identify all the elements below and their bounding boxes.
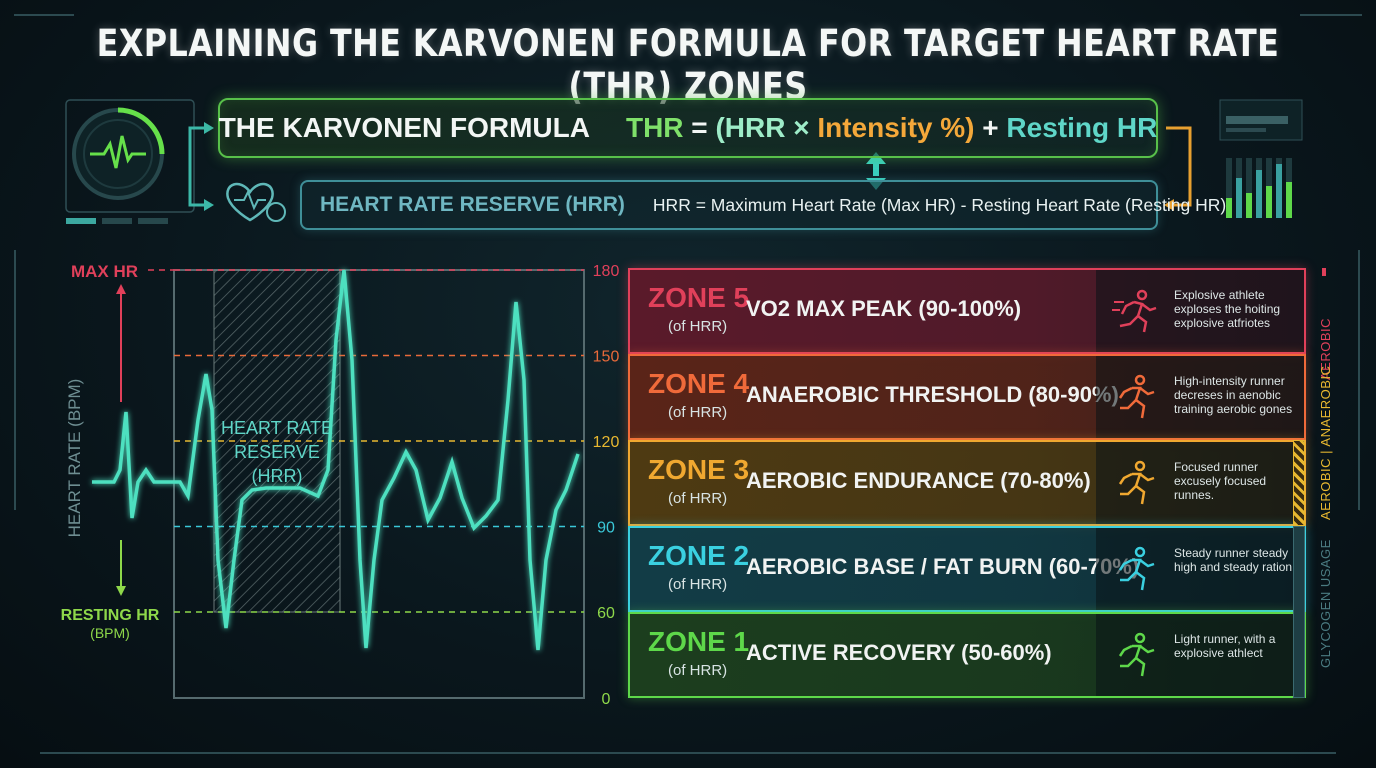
zone-description: Focused runner excusely focused runnes. bbox=[1174, 460, 1267, 502]
frame-line-left bbox=[14, 250, 16, 510]
y-tick-120: 120 bbox=[593, 434, 620, 451]
formula-equals: = bbox=[691, 112, 708, 143]
zone-description: Explosive athlete exploses the hoiting e… bbox=[1174, 288, 1281, 330]
formula-name: THE KARVONEN FORMULA bbox=[218, 112, 590, 143]
aerobic-anaerobic-label: AEROBIC | ANAEROBIC bbox=[1318, 365, 1333, 520]
y-axis-label: HEART RATE (BPM) bbox=[65, 379, 84, 538]
zone-2-row: ZONE 2 (of HRR) AEROBIC BASE / FAT BURN … bbox=[628, 526, 1306, 612]
zone-name: ZONE 4 bbox=[648, 368, 750, 399]
formula-expression: THR = (HRR × Intensity %) + Resting HR bbox=[626, 112, 1157, 144]
runner-icon bbox=[1118, 632, 1155, 677]
zone-icon-panel: High-intensity runner decreses in aenobi… bbox=[1096, 356, 1304, 438]
page-title: EXPLAINING THE KARVONEN FORMULA FOR TARG… bbox=[96, 22, 1280, 108]
max-hr-label: MAX HR bbox=[71, 262, 138, 281]
hrr-label: HEART RATE RESERVE (HRR) bbox=[320, 193, 625, 216]
zone-icon-panel: Steady runner steady high and steady rat… bbox=[1096, 528, 1304, 610]
zone-name: ZONE 5 bbox=[648, 282, 750, 313]
zone-sub: (of HRR) bbox=[668, 662, 728, 679]
resting-hr-unit: (BPM) bbox=[90, 625, 130, 641]
heart-brain-icon bbox=[226, 182, 286, 222]
zone-icon-panel: Explosive athlete exploses the hoiting e… bbox=[1096, 270, 1304, 352]
y-tick-150: 150 bbox=[593, 349, 620, 366]
frame-line-bottom bbox=[40, 752, 1336, 754]
zone-sub: (of HRR) bbox=[668, 576, 728, 593]
zone-name: ZONE 3 bbox=[648, 454, 750, 485]
zone-title: VO2 MAX PEAK (90-100%) bbox=[746, 296, 1022, 321]
zone-sub: (of HRR) bbox=[668, 318, 728, 335]
zone-title: AEROBIC BASE / FAT BURN (60-70%) bbox=[746, 554, 1140, 579]
zone-description: Light runner, with a explosive athlect bbox=[1174, 632, 1276, 660]
zone-4-row: ZONE 4 (of HRR) ANAEROBIC THRESHOLD (80-… bbox=[628, 354, 1306, 440]
formula-thr: THR bbox=[625, 112, 684, 143]
y-tick-labels: 180 150 120 90 60 0 bbox=[593, 263, 620, 708]
decorative-bars-icon bbox=[1219, 99, 1303, 218]
runner-icon bbox=[1118, 374, 1155, 419]
y-tick-90: 90 bbox=[597, 520, 615, 537]
formula-resting: Resting HR bbox=[1006, 112, 1158, 143]
formula-intensity: Intensity %) bbox=[817, 112, 975, 143]
plot-frame bbox=[173, 269, 585, 699]
zone-title: AEROBIC ENDURANCE (70-80%) bbox=[746, 468, 1091, 493]
y-tick-60: 60 bbox=[597, 605, 615, 622]
runner-icon bbox=[1118, 460, 1155, 505]
zone-sub: (of HRR) bbox=[668, 490, 728, 507]
hrr-definition: HRR = Maximum Heart Rate (Max HR) - Rest… bbox=[652, 194, 1227, 215]
glycogen-bar bbox=[1293, 526, 1305, 698]
reference-lines bbox=[148, 269, 584, 613]
aerobic-indicator-line bbox=[1322, 268, 1326, 276]
y-tick-0: 0 bbox=[602, 691, 611, 708]
frame-line-top-left bbox=[14, 14, 74, 16]
zone-1-row: ZONE 1 (of HRR) ACTIVE RECOVERY (50-60%)… bbox=[628, 612, 1306, 698]
glycogen-label: GLYCOGEN USAGE bbox=[1318, 539, 1333, 668]
zone-title: ACTIVE RECOVERY (50-60%) bbox=[746, 640, 1052, 665]
hrr-band-label-2: RESERVE bbox=[234, 442, 320, 462]
zone-3-row: ZONE 3 (of HRR) AEROBIC ENDURANCE (70-80… bbox=[628, 440, 1306, 526]
zone-description: High-intensity runner decreses in aenobi… bbox=[1174, 374, 1293, 416]
anaerobic-bar bbox=[1293, 440, 1305, 526]
formula-plus: + bbox=[982, 112, 999, 143]
zone-icon-panel: Focused runner excusely focused runnes. bbox=[1096, 442, 1304, 524]
heart-monitor-icon bbox=[65, 99, 195, 224]
resting-hr-label: RESTING HR bbox=[61, 607, 160, 624]
runner-icon bbox=[1118, 546, 1155, 591]
sprinter-icon bbox=[1112, 289, 1157, 333]
hrr-definition-box: HEART RATE RESERVE (HRR) HRR = Maximum H… bbox=[300, 180, 1226, 230]
karvonen-formula-box: THE KARVONEN FORMULA THR = (HRR × Intens… bbox=[218, 98, 1158, 158]
zone-title: ANAEROBIC THRESHOLD (80-90%) bbox=[746, 382, 1119, 407]
frame-line-right bbox=[1358, 250, 1360, 510]
zone-icon-panel: Light runner, with a explosive athlect bbox=[1096, 614, 1304, 696]
formula-hrr: (HRR × bbox=[715, 112, 810, 143]
zone-5-row: ZONE 5 (of HRR) VO2 MAX PEAK (90-100%) E… bbox=[628, 268, 1306, 354]
zone-description: Steady runner steady high and steady rat… bbox=[1174, 546, 1293, 574]
zone-sub: (of HRR) bbox=[668, 404, 728, 421]
hrr-band-label-3: (HRR) bbox=[252, 466, 303, 486]
zone-name: ZONE 1 bbox=[648, 626, 750, 657]
zone-name: ZONE 2 bbox=[648, 540, 750, 571]
frame-line-top-right bbox=[1300, 14, 1362, 16]
y-tick-180: 180 bbox=[593, 263, 620, 280]
hrr-band-label-1: HEART RATE bbox=[221, 418, 333, 438]
heart-rate-trace bbox=[92, 269, 580, 651]
